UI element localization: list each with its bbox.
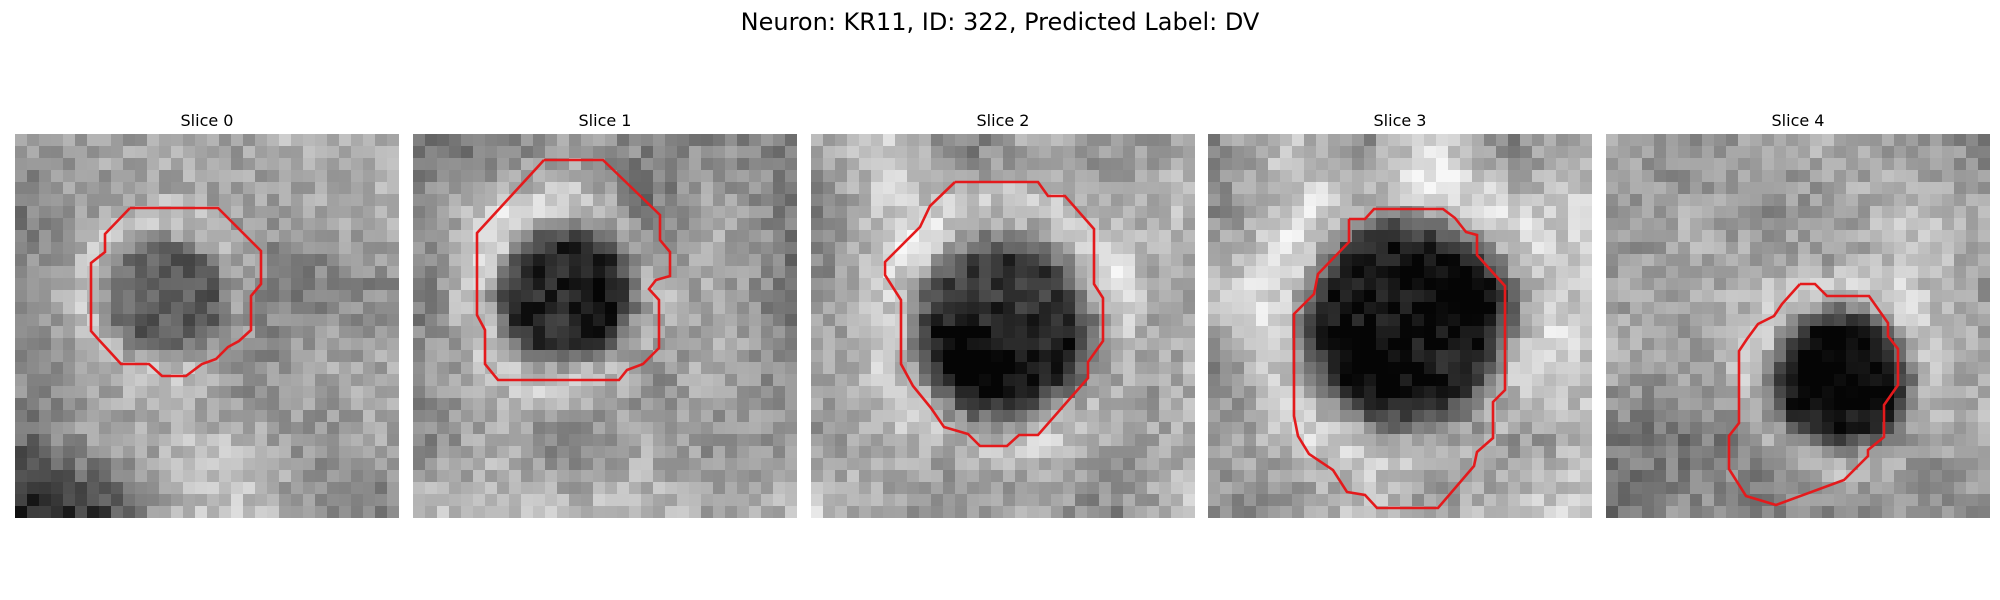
roi-contour-2: [883, 180, 1105, 448]
slice-contour-svg-4: [1727, 282, 1900, 507]
slice-panel-1: Slice 1: [413, 110, 797, 518]
roi-contour-1: [475, 158, 672, 382]
slice-grayscale-0: [15, 134, 399, 518]
slice-panel-3: Slice 3: [1208, 110, 1592, 518]
slice-title-0: Slice 0: [180, 111, 234, 130]
slice-title-1: Slice 1: [578, 111, 632, 130]
slice-contour-svg-3: [1292, 207, 1507, 510]
slice-grayscale-1: [413, 134, 797, 518]
slice-image-3: [1208, 134, 1592, 518]
slice-panel-2: Slice 2: [811, 110, 1195, 518]
slice-grayscale-4: [1606, 134, 1990, 518]
slice-title-4: Slice 4: [1771, 111, 1825, 130]
roi-contour-3: [1292, 207, 1507, 510]
slice-image-2: [811, 134, 1195, 518]
roi-contour-0: [89, 206, 263, 378]
slice-grayscale-3: [1208, 134, 1592, 518]
slice-image-1: [413, 134, 797, 518]
slice-title-2: Slice 2: [976, 111, 1030, 130]
slice-image-4: [1606, 134, 1990, 518]
slice-image-0: [15, 134, 399, 518]
figure-title: Neuron: KR11, ID: 322, Predicted Label: …: [740, 8, 1260, 36]
roi-contour-4: [1727, 282, 1900, 507]
slice-contour-svg-1: [475, 158, 672, 382]
slice-grayscale-2: [811, 134, 1195, 518]
slice-contour-svg-2: [883, 180, 1105, 448]
slice-panel-0: Slice 0: [15, 110, 399, 518]
slice-title-3: Slice 3: [1373, 111, 1427, 130]
slice-panel-4: Slice 4: [1606, 110, 1990, 518]
slice-contour-svg-0: [89, 206, 263, 378]
